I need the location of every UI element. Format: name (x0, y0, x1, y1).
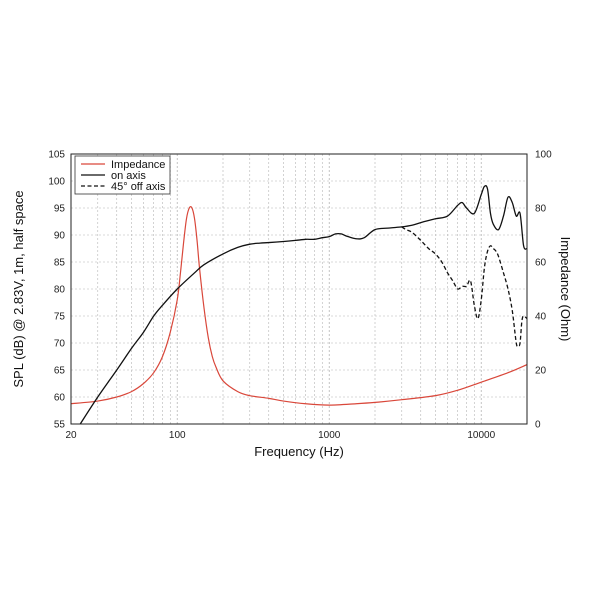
y-right-tick-label: 40 (535, 312, 547, 323)
y-right-tick-label: 0 (535, 420, 541, 431)
y-left-tick-label: 85 (54, 258, 66, 269)
grid (71, 154, 527, 424)
y-left-tick-label: 95 (54, 204, 66, 215)
y-right-tick-label: 20 (535, 366, 547, 377)
y-left-tick-label: 90 (54, 231, 66, 242)
x-tick-label: 10000 (467, 430, 495, 441)
legend: Impedance on axis 45° off axis (74, 155, 171, 195)
plot-frame (70, 153, 528, 425)
y-left-tick-label: 55 (54, 420, 66, 431)
y-left-tick-label: 80 (54, 285, 66, 296)
y-right-tick-label: 80 (535, 204, 547, 215)
y-left-tick-label: 105 (48, 150, 65, 161)
y-right-tick-label: 60 (535, 258, 547, 269)
tick-labels: 20 100 1000 10000 55 60 65 70 75 80 85 90 95 100 105 0 2… (48, 150, 552, 442)
y-left-tick-label: 65 (54, 366, 66, 377)
x-tick-label: 100 (169, 430, 186, 441)
y-left-tick-label: 60 (54, 393, 66, 404)
x-axis-label: Frequency (Hz) (254, 444, 344, 459)
y-axis-left-label: SPL (dB) @ 2.83V, 1m, half space (11, 190, 26, 387)
y-left-tick-label: 75 (54, 312, 66, 323)
series-on-axis (79, 185, 527, 424)
x-tick-label: 1000 (318, 430, 341, 441)
y-right-tick-label: 100 (535, 150, 552, 161)
series-impedance (71, 206, 527, 406)
legend-label-off-axis: 45° off axis (111, 181, 166, 193)
y-left-tick-label: 70 (54, 339, 66, 350)
legend-label-on-axis: on axis (111, 170, 146, 182)
legend-label-impedance: Impedance (111, 159, 165, 171)
y-left-tick-label: 100 (48, 177, 65, 188)
y-axis-right-label: Impedance (Ohm) (558, 237, 573, 342)
x-tick-label: 20 (65, 430, 77, 441)
series-off-axis (401, 226, 527, 348)
series-layer (71, 185, 527, 424)
